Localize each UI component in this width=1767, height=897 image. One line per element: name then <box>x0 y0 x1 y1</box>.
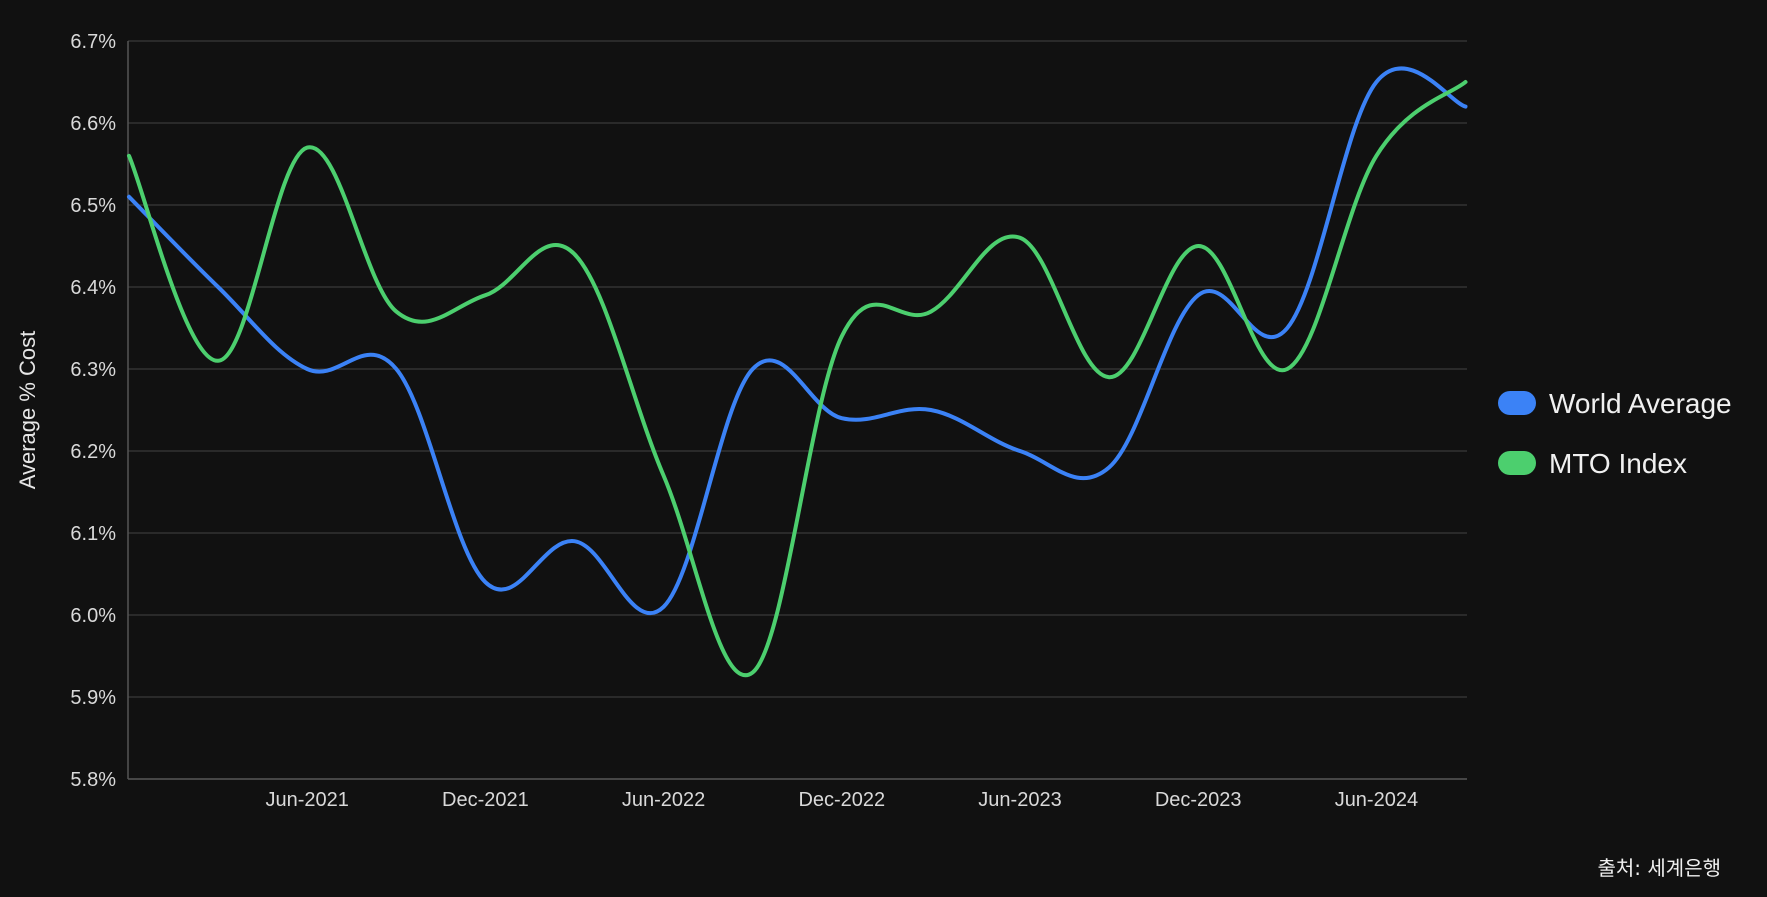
y-tick-label: 6.0% <box>70 605 116 627</box>
y-tick-label: 5.8% <box>70 769 116 791</box>
legend-label: World Average <box>1549 388 1732 419</box>
y-axis-ticks: 5.8% 5.9% 6.0% 6.1% 6.2% 6.3% 6.4% 6.5% 6.6% 6.7% <box>70 31 116 791</box>
y-tick-label: 6.6% <box>70 113 116 135</box>
x-tick-label: Dec-2023 <box>1155 789 1242 811</box>
x-tick-label: Jun-2021 <box>265 789 348 811</box>
y-tick-label: 6.7% <box>70 31 116 53</box>
y-tick-label: 6.5% <box>70 195 116 217</box>
legend-label: MTO Index <box>1549 448 1687 479</box>
y-axis-label: Average % Cost <box>15 331 40 490</box>
y-tick-label: 6.4% <box>70 277 116 299</box>
series-lines <box>127 66 1468 678</box>
legend-swatch <box>1498 391 1536 415</box>
x-tick-label: Dec-2021 <box>442 789 529 811</box>
y-tick-label: 5.9% <box>70 687 116 709</box>
source-note: 출처: 세계은행 <box>1597 856 1722 880</box>
x-tick-label: Jun-2022 <box>622 789 705 811</box>
x-tick-label: Jun-2024 <box>1335 789 1418 811</box>
series-line-world-average <box>127 66 1468 616</box>
x-tick-label: Jun-2023 <box>978 789 1061 811</box>
legend-swatch <box>1498 451 1536 475</box>
x-tick-label: Dec-2022 <box>798 789 885 811</box>
legend: World Average MTO Index <box>1498 388 1732 479</box>
y-tick-label: 6.2% <box>70 441 116 463</box>
grid-lines <box>128 40 1467 780</box>
y-tick-label: 6.1% <box>70 523 116 545</box>
y-tick-label: 6.3% <box>70 359 116 381</box>
x-axis-ticks: Jun-2021 Dec-2021 Jun-2022 Dec-2022 Jun-2023… <box>265 789 1418 811</box>
series-line-mto-index <box>127 80 1468 678</box>
